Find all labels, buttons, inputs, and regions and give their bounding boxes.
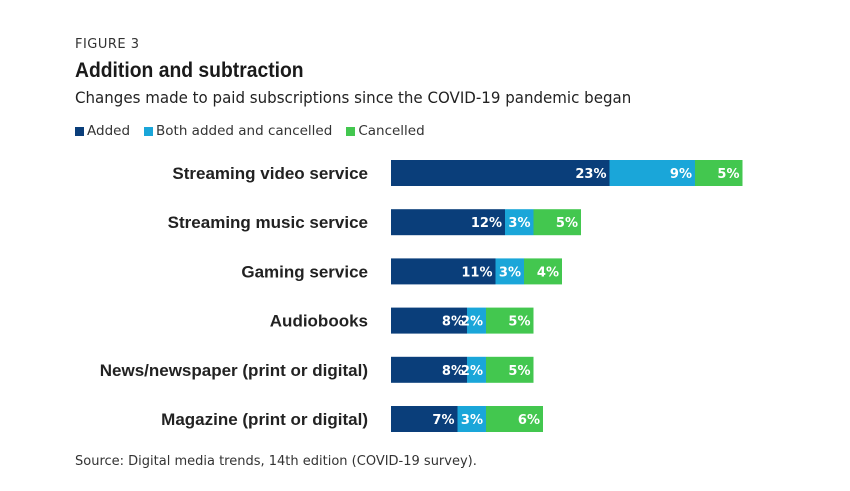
legend-item-cancelled: Cancelled — [346, 123, 425, 139]
data-label-cancelled: 5% — [556, 216, 578, 231]
data-label-cancelled: 4% — [537, 265, 559, 280]
data-label-cancelled: 5% — [717, 167, 739, 182]
legend-swatch-cancelled — [346, 126, 356, 136]
data-label-added: 8% — [442, 315, 464, 330]
data-label-cancelled: 5% — [508, 315, 530, 330]
legend-label-added: Added — [87, 123, 131, 139]
bar-segment-both — [467, 307, 486, 334]
legend-swatch-added — [75, 126, 84, 136]
data-label-added: 23% — [575, 167, 606, 182]
data-label-both: 3% — [461, 413, 483, 428]
legend-item-added: Added — [75, 123, 130, 139]
bar-segment-cancelled — [486, 307, 534, 334]
bar-segment-added — [391, 258, 496, 285]
data-label-added: 12% — [471, 216, 502, 231]
bar-row: Gaming service 11% 3% 4% — [241, 258, 562, 285]
bar-segment-added — [391, 356, 467, 383]
legend-item-both: Both added and cancelled — [144, 123, 332, 139]
data-label-added: 8% — [442, 364, 464, 379]
source-note: Source: Digital media trends, 14th editi… — [75, 454, 477, 469]
category-label: News/newspaper (print or digital) — [100, 361, 368, 380]
bar-segment-both — [505, 209, 534, 236]
data-label-both: 3% — [508, 216, 530, 231]
category-label: Magazine (print or digital) — [161, 410, 368, 429]
bar-segment-added — [391, 307, 467, 334]
bar-segment-cancelled — [486, 406, 543, 432]
category-label: Gaming service — [241, 262, 368, 281]
bar-segment-cancelled — [695, 160, 743, 186]
bar-row: Magazine (print or digital) 7% 3% 6% — [161, 406, 543, 432]
category-label: Streaming music service — [168, 213, 368, 232]
data-label-added: 7% — [432, 413, 454, 428]
legend: Added Both added and cancelled Cancelled — [75, 123, 425, 139]
data-label-both: 2% — [461, 364, 483, 379]
category-label: Audiobooks — [270, 312, 368, 331]
figure-label: FIGURE 3 — [75, 37, 140, 52]
bar-row: News/newspaper (print or digital) 8%2% 5% — [100, 356, 534, 383]
bar-segment-added — [391, 209, 505, 236]
bar-segment-added — [391, 160, 610, 186]
data-label-cancelled: 6% — [518, 413, 540, 428]
bar-segment-cancelled — [524, 258, 562, 285]
legend-label-cancelled: Cancelled — [358, 123, 425, 139]
bar-segment-both — [467, 356, 486, 383]
bar-segment-both — [495, 258, 524, 285]
chart-subtitle: Changes made to paid subscriptions since… — [75, 88, 632, 107]
bar-segment-cancelled — [533, 209, 581, 236]
data-label-cancelled: 5% — [508, 364, 530, 379]
data-label-both: 2% — [461, 315, 483, 330]
bar-row: Streaming music service 12% 3% 5% — [168, 209, 581, 236]
data-label-added: 11% — [461, 265, 492, 280]
bar-segment-cancelled — [486, 356, 534, 383]
legend-label-both: Both added and cancelled — [156, 123, 333, 139]
bar-row: Audiobooks 8%2% 5% — [270, 307, 534, 334]
bar-row: Streaming video service 23% 9% 5% — [172, 160, 743, 186]
legend-swatch-both — [144, 126, 154, 136]
data-label-both: 9% — [670, 167, 692, 182]
bar-segment-added — [391, 406, 458, 432]
data-label-both: 3% — [499, 265, 521, 280]
chart-title: Addition and subtraction — [75, 59, 304, 82]
bar-segment-both — [609, 160, 695, 186]
category-label: Streaming video service — [172, 164, 368, 183]
bar-segment-both — [457, 406, 486, 432]
